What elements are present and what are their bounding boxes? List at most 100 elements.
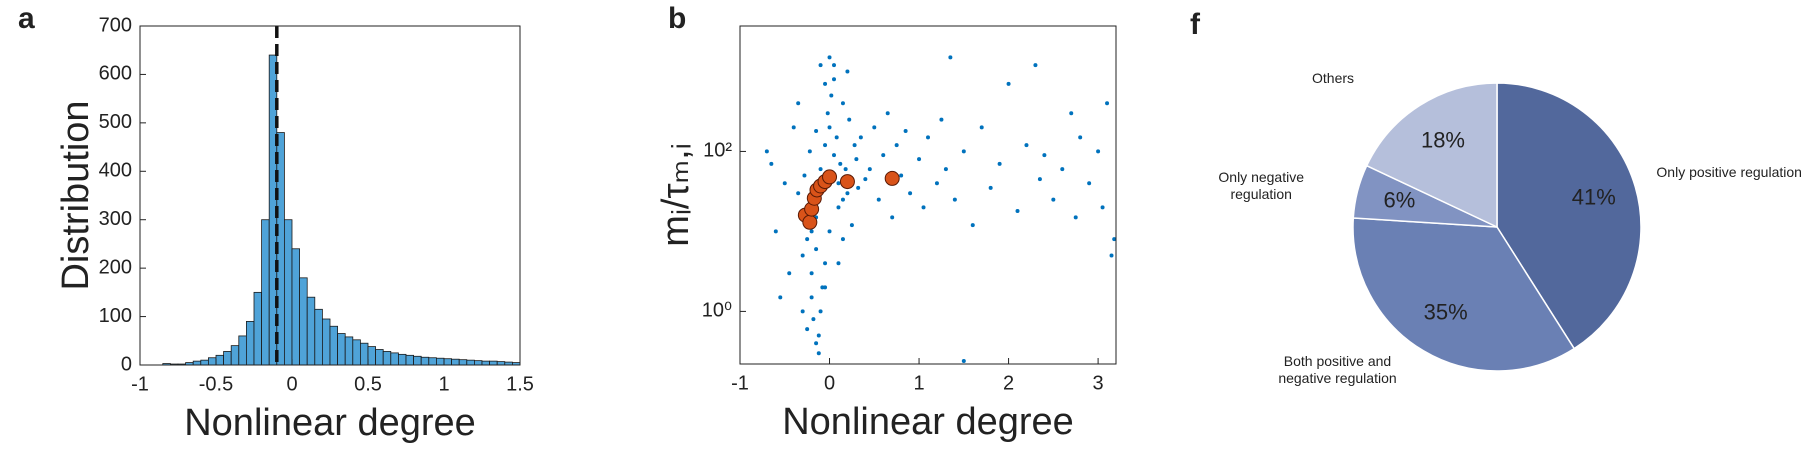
x-axis-label: Nonlinear degree xyxy=(184,402,476,444)
bar xyxy=(367,346,376,366)
point xyxy=(881,153,886,158)
point xyxy=(961,149,966,154)
point xyxy=(970,223,975,228)
point xyxy=(852,143,857,148)
panel-label: b xyxy=(668,2,686,35)
point xyxy=(814,247,819,252)
point xyxy=(814,341,819,346)
y-axis-label: Distribution xyxy=(55,100,97,290)
slice-value-label: 6% xyxy=(1383,188,1415,213)
bar xyxy=(481,360,490,366)
y-tick-label: 200 xyxy=(99,256,132,278)
bar xyxy=(359,342,369,366)
point xyxy=(843,167,848,172)
pie-slice xyxy=(1352,217,1576,372)
point xyxy=(1051,197,1056,202)
point xyxy=(1096,149,1101,154)
point xyxy=(782,181,787,186)
bar xyxy=(375,349,384,366)
point xyxy=(961,358,966,363)
point xyxy=(778,295,783,300)
point xyxy=(1037,177,1042,182)
bar xyxy=(215,354,224,366)
pie-slice xyxy=(1365,82,1498,229)
point xyxy=(836,181,841,186)
bar xyxy=(443,358,452,366)
point xyxy=(829,93,834,98)
point xyxy=(791,125,796,130)
point xyxy=(943,167,948,172)
x-tick-label: -0.5 xyxy=(199,373,233,395)
y-tick-label: 10⁰ xyxy=(702,300,732,322)
point xyxy=(805,237,810,242)
bar xyxy=(473,360,483,366)
point xyxy=(800,253,805,258)
point xyxy=(787,271,792,276)
point xyxy=(856,185,861,190)
point xyxy=(934,181,939,186)
point xyxy=(1042,153,1047,158)
point xyxy=(1100,205,1105,210)
bar xyxy=(261,219,270,366)
point xyxy=(796,101,801,106)
point xyxy=(903,129,908,134)
point xyxy=(809,295,814,300)
axes-box xyxy=(739,25,1117,365)
bar xyxy=(405,354,414,366)
slice-category-label: Both positive and negative regulation xyxy=(1278,352,1397,386)
bar xyxy=(200,359,209,366)
bar xyxy=(329,325,338,366)
point xyxy=(811,317,816,322)
point xyxy=(845,191,850,196)
y-tick-label: 500 xyxy=(99,111,132,133)
x-tick-label: 0.5 xyxy=(354,373,382,395)
panel-label: f xyxy=(1190,8,1201,41)
panel-label: a xyxy=(18,2,35,35)
point xyxy=(948,55,953,60)
bar xyxy=(314,308,323,366)
bar xyxy=(397,353,407,366)
point xyxy=(832,77,836,82)
bar xyxy=(283,219,293,366)
point xyxy=(814,129,819,134)
point xyxy=(816,351,821,356)
point xyxy=(818,309,823,314)
bar xyxy=(458,359,468,366)
x-tick-label: -1 xyxy=(731,372,749,394)
point xyxy=(854,157,859,162)
slice-value-label: 18% xyxy=(1421,128,1465,153)
point xyxy=(1087,181,1092,186)
bar xyxy=(428,357,437,366)
bar xyxy=(253,291,262,366)
y-tick-label: 700 xyxy=(99,14,132,36)
y-tick-label: 300 xyxy=(99,208,132,230)
point xyxy=(809,271,814,276)
bar xyxy=(390,352,399,366)
point xyxy=(823,261,828,266)
slice-category-label: Only negative regulation xyxy=(1218,168,1304,202)
point xyxy=(818,63,823,68)
point xyxy=(926,135,930,140)
point xyxy=(773,229,778,234)
x-tick-label: 0 xyxy=(824,372,835,394)
slice-value-label: 41% xyxy=(1572,185,1616,210)
slice-category-label: Only positive regulation xyxy=(1656,163,1802,180)
point xyxy=(840,101,845,106)
point xyxy=(1073,215,1078,220)
slice-value-label: 35% xyxy=(1424,300,1468,325)
point xyxy=(1078,135,1083,140)
pie-slice xyxy=(1496,82,1642,350)
bar xyxy=(496,361,506,366)
point xyxy=(832,153,836,158)
highlight-point xyxy=(839,174,855,190)
bar xyxy=(306,296,316,366)
point xyxy=(796,191,801,196)
bar xyxy=(489,360,498,366)
y-tick-label: 600 xyxy=(99,63,132,85)
point xyxy=(1112,237,1117,242)
slice-category-label: Others xyxy=(1312,69,1355,86)
point xyxy=(838,161,843,166)
point xyxy=(840,197,845,202)
point xyxy=(827,125,832,130)
